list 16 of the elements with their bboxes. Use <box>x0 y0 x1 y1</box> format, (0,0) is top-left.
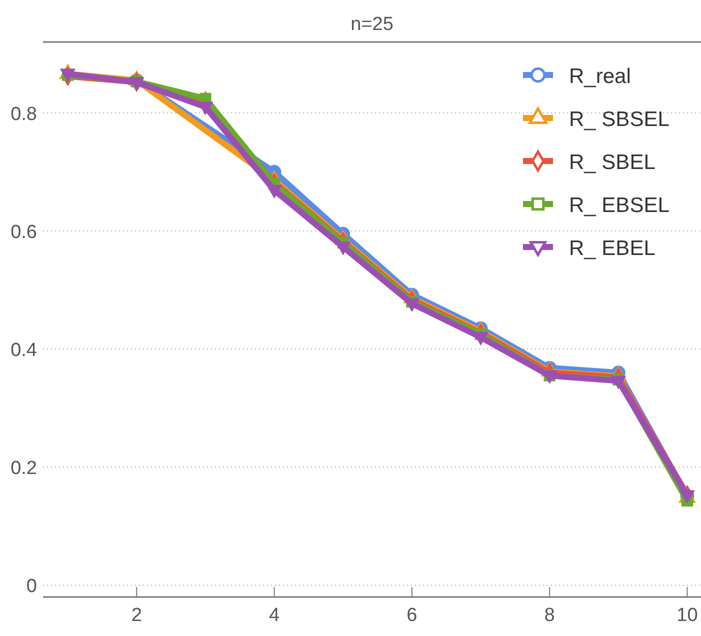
x-tick-label: 10 <box>676 605 698 626</box>
x-tick-label: 6 <box>406 605 418 626</box>
y-tick-label: 0.4 <box>10 340 38 362</box>
y-tick-label: 0 <box>26 576 37 598</box>
y-tick-label: 0.2 <box>10 458 37 480</box>
legend-label: R_ EBEL <box>569 237 656 260</box>
legend-label: R_ SBEL <box>569 151 656 174</box>
chart-title: n=25 <box>350 14 394 35</box>
y-tick-label: 0.6 <box>10 222 37 243</box>
legend-label: R_real <box>569 65 631 88</box>
x-tick-label: 4 <box>268 605 280 626</box>
legend-label: R_ EBSEL <box>569 194 670 217</box>
x-tick-label: 2 <box>131 605 142 626</box>
legend-label: R_ SBSEL <box>569 108 670 131</box>
x-tick-label: 8 <box>544 605 555 626</box>
y-tick-label: 0.8 <box>10 104 37 125</box>
